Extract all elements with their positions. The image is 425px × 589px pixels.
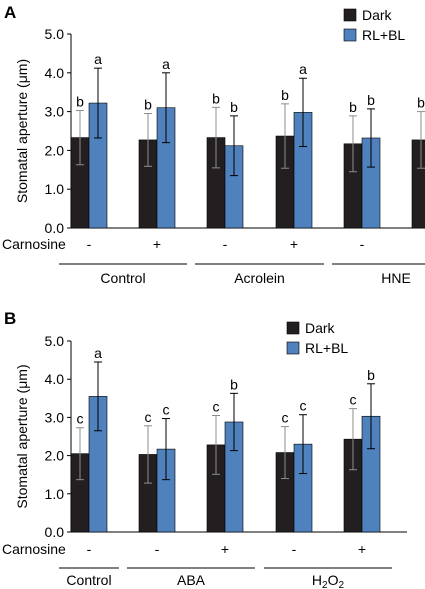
significance-letter: a: [94, 51, 102, 67]
y-tick-label: 2.0: [45, 448, 65, 464]
significance-letter: b: [281, 87, 289, 103]
significance-letter: b: [144, 97, 152, 113]
significance-letter: c: [282, 410, 289, 426]
y-tick-label: 1.0: [45, 486, 65, 502]
significance-letter: b: [76, 93, 84, 109]
y-tick-label: 0.0: [45, 524, 65, 540]
significance-letter: b: [417, 95, 425, 111]
significance-letter: c: [300, 398, 307, 414]
group-label-text: Control: [100, 270, 145, 286]
significance-letter: c: [213, 398, 220, 414]
legend-swatch-rl-bl: [343, 28, 357, 42]
group-label: Acrolein: [234, 270, 285, 286]
carnosine-sign: +: [290, 236, 298, 252]
y-tick-label: 3.0: [45, 409, 65, 425]
chart-panel-b: B Stomatal aperture (μm) 0.0 1.0 2.0 3.0 4.0 5.…: [2, 309, 407, 589]
y-tick-label: 4.0: [45, 371, 65, 387]
significance-letter: b: [212, 90, 220, 106]
y-tick-label: 2.0: [45, 142, 65, 158]
legend-label: Dark: [362, 7, 393, 23]
y-tick-label: 0.0: [45, 220, 65, 236]
y-tick-label: 1.0: [45, 181, 65, 197]
y-axis-title: Stomatal aperture (μm): [14, 364, 30, 508]
carnosine-row-label: Carnosine: [2, 236, 66, 252]
group-label-text: H: [312, 572, 322, 588]
y-tick-label: 5.0: [45, 333, 65, 349]
group-label-text: Control: [66, 572, 111, 588]
group-label-text: Acrolein: [234, 270, 285, 286]
group-label: HNE: [381, 270, 411, 286]
chart-panel-a: A Stomatal aperture (μm) 0.0 1.0 2.0 3.0 4.0 5.…: [2, 3, 425, 286]
group-label-subscript: 2: [339, 580, 345, 589]
group-label-text: O: [328, 572, 339, 588]
carnosine-sign: +: [358, 541, 366, 557]
legend-swatch-rl-bl: [286, 341, 300, 355]
significance-letter: c: [77, 411, 84, 427]
significance-letter: b: [230, 99, 238, 115]
carnosine-sign: -: [292, 541, 297, 557]
group-label: H2O2: [312, 572, 345, 589]
significance-letter: b: [349, 99, 357, 115]
carnosine-sign: -: [360, 236, 365, 252]
panel-letter: B: [4, 309, 16, 328]
carnosine-sign: -: [223, 236, 228, 252]
group-label: ABA: [177, 572, 206, 588]
carnosine-sign: -: [87, 541, 92, 557]
significance-letter: c: [145, 409, 152, 425]
panel-letter: A: [4, 3, 16, 22]
y-tick-label: 5.0: [45, 26, 65, 42]
significance-letter: b: [230, 376, 238, 392]
group-label-subscript: 2: [322, 580, 328, 589]
group-label: Control: [66, 572, 111, 588]
significance-letter: c: [350, 392, 357, 408]
carnosine-sign: +: [221, 541, 229, 557]
legend-label: RL+BL: [362, 27, 405, 43]
y-axis-title: Stomatal aperture (μm): [14, 59, 30, 203]
y-tick-label: 3.0: [45, 104, 65, 120]
legend-label: RL+BL: [305, 340, 348, 356]
legend-swatch-dark: [286, 321, 300, 335]
significance-letter: c: [163, 402, 170, 418]
bar-dark: [411, 139, 425, 229]
group-label: Control: [100, 270, 145, 286]
significance-letter: b: [367, 367, 375, 383]
significance-letter: a: [162, 56, 170, 72]
group-label-text: HNE: [381, 270, 411, 286]
significance-letter: b: [367, 92, 375, 108]
carnosine-sign: -: [87, 236, 92, 252]
group-label-text: ABA: [177, 572, 206, 588]
y-tick-label: 4.0: [45, 65, 65, 81]
legend-swatch-dark: [343, 8, 357, 22]
significance-letter: a: [94, 345, 102, 361]
carnosine-row-label: Carnosine: [2, 541, 66, 557]
legend-label: Dark: [305, 320, 336, 336]
carnosine-sign: +: [153, 236, 161, 252]
significance-letter: a: [299, 61, 307, 77]
carnosine-sign: -: [155, 541, 160, 557]
